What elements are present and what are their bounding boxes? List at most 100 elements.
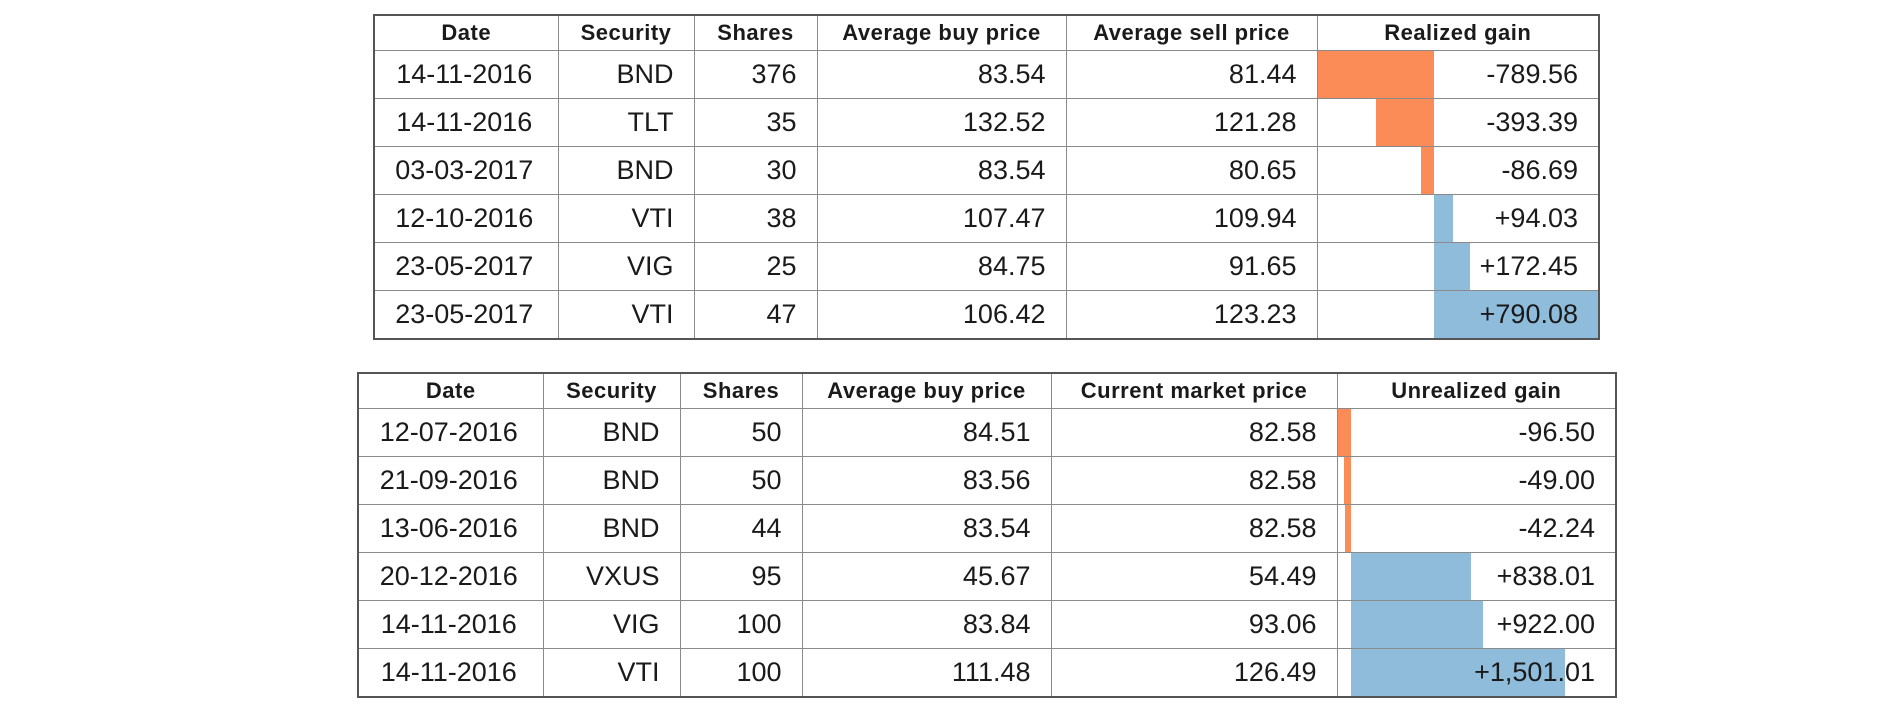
average-buy-price-cell: 111.48 xyxy=(801,648,1052,698)
date-cell: 23-05-2017 xyxy=(373,290,559,340)
unrealized-gains-table: Date Security Shares Average buy price C… xyxy=(357,372,1617,698)
table-row: 12-07-2016 BND 50 84.51 82.58 -96.50 xyxy=(357,408,1617,457)
security-cell: VTI xyxy=(542,648,681,698)
current-market-price-cell: 82.58 xyxy=(1050,408,1338,457)
gain-bar xyxy=(1433,195,1454,242)
gain-value: +922.00 xyxy=(1496,609,1595,639)
date-cell: 23-05-2017 xyxy=(373,242,559,291)
gain-bar xyxy=(1421,147,1434,194)
column-header-realized-gain: Realized gain xyxy=(1316,14,1600,51)
gain-bar xyxy=(1338,409,1352,456)
security-cell: BND xyxy=(557,50,695,99)
gain-bar xyxy=(1345,505,1352,552)
table-row: 21-09-2016 BND 50 83.56 82.58 -49.00 xyxy=(357,456,1617,505)
shares-cell: 38 xyxy=(693,194,818,243)
gain-value: -393.39 xyxy=(1486,107,1578,137)
column-header-average-buy-price: Average buy price xyxy=(801,372,1052,409)
average-sell-price-cell: 91.65 xyxy=(1065,242,1318,291)
average-buy-price-cell: 83.84 xyxy=(801,600,1052,649)
gain-bar xyxy=(1433,291,1598,338)
shares-cell: 25 xyxy=(693,242,818,291)
gain-value: +172.45 xyxy=(1479,251,1578,281)
table-row: 14-11-2016 VTI 100 111.48 126.49 +1,501.… xyxy=(357,648,1617,698)
shares-cell: 35 xyxy=(693,98,818,147)
gain-bar xyxy=(1375,99,1434,146)
average-buy-price-cell: 83.54 xyxy=(801,504,1052,553)
column-header-shares: Shares xyxy=(693,14,818,51)
average-buy-price-cell: 84.51 xyxy=(801,408,1052,457)
security-cell: VIG xyxy=(557,242,695,291)
gain-value: -42.24 xyxy=(1518,513,1595,543)
average-buy-price-cell: 83.54 xyxy=(816,50,1067,99)
table-row: 23-05-2017 VTI 47 106.42 123.23 +790.08 xyxy=(373,290,1600,340)
gain-bar xyxy=(1318,51,1434,98)
average-buy-price-cell: 83.56 xyxy=(801,456,1052,505)
date-cell: 14-11-2016 xyxy=(357,600,544,649)
column-header-average-buy-price: Average buy price xyxy=(816,14,1067,51)
date-cell: 12-10-2016 xyxy=(373,194,559,243)
average-buy-price-cell: 132.52 xyxy=(816,98,1067,147)
average-buy-price-cell: 106.42 xyxy=(816,290,1067,340)
current-market-price-cell: 54.49 xyxy=(1050,552,1338,601)
table-header-row: Date Security Shares Average buy price A… xyxy=(373,14,1600,51)
average-buy-price-cell: 84.75 xyxy=(816,242,1067,291)
column-header-current-market-price: Current market price xyxy=(1050,372,1338,409)
gain-value: -96.50 xyxy=(1518,417,1595,447)
security-cell: BND xyxy=(557,146,695,195)
date-cell: 14-11-2016 xyxy=(357,648,544,698)
unrealized-gain-cell: +838.01 xyxy=(1336,552,1617,601)
current-market-price-cell: 126.49 xyxy=(1050,648,1338,698)
date-cell: 13-06-2016 xyxy=(357,504,544,553)
average-buy-price-cell: 45.67 xyxy=(801,552,1052,601)
shares-cell: 100 xyxy=(679,600,803,649)
security-cell: BND xyxy=(542,408,681,457)
column-header-date: Date xyxy=(373,14,559,51)
gain-value: +1,501.01 xyxy=(1474,657,1595,687)
realized-gain-cell: +94.03 xyxy=(1316,194,1600,243)
date-cell: 21-09-2016 xyxy=(357,456,544,505)
realized-gain-cell: -86.69 xyxy=(1316,146,1600,195)
realized-gain-cell: +172.45 xyxy=(1316,242,1600,291)
table-header-row: Date Security Shares Average buy price C… xyxy=(357,372,1617,409)
current-market-price-cell: 93.06 xyxy=(1050,600,1338,649)
date-cell: 14-11-2016 xyxy=(373,98,559,147)
column-header-average-sell-price: Average sell price xyxy=(1065,14,1318,51)
security-cell: TLT xyxy=(557,98,695,147)
current-market-price-cell: 82.58 xyxy=(1050,456,1338,505)
average-sell-price-cell: 109.94 xyxy=(1065,194,1318,243)
column-header-security: Security xyxy=(557,14,695,51)
date-cell: 14-11-2016 xyxy=(373,50,559,99)
table-row: 13-06-2016 BND 44 83.54 82.58 -42.24 xyxy=(357,504,1617,553)
gain-bar xyxy=(1351,601,1483,648)
security-cell: VTI xyxy=(557,290,695,340)
gain-value: -49.00 xyxy=(1518,465,1595,495)
unrealized-gain-cell: +922.00 xyxy=(1336,600,1617,649)
security-cell: VTI xyxy=(557,194,695,243)
current-market-price-cell: 82.58 xyxy=(1050,504,1338,553)
gain-bar xyxy=(1344,457,1352,504)
average-sell-price-cell: 81.44 xyxy=(1065,50,1318,99)
table-row: 14-11-2016 TLT 35 132.52 121.28 -393.39 xyxy=(373,98,1600,147)
unrealized-gain-cell: -42.24 xyxy=(1336,504,1617,553)
gain-value: +94.03 xyxy=(1494,203,1578,233)
average-buy-price-cell: 83.54 xyxy=(816,146,1067,195)
shares-cell: 50 xyxy=(679,408,803,457)
average-sell-price-cell: 80.65 xyxy=(1065,146,1318,195)
date-cell: 12-07-2016 xyxy=(357,408,544,457)
realized-gain-cell: -393.39 xyxy=(1316,98,1600,147)
average-sell-price-cell: 121.28 xyxy=(1065,98,1318,147)
table-row: 03-03-2017 BND 30 83.54 80.65 -86.69 xyxy=(373,146,1600,195)
average-buy-price-cell: 107.47 xyxy=(816,194,1067,243)
security-cell: BND xyxy=(542,504,681,553)
table-row: 14-11-2016 BND 376 83.54 81.44 -789.56 xyxy=(373,50,1600,99)
date-cell: 20-12-2016 xyxy=(357,552,544,601)
unrealized-gain-cell: -96.50 xyxy=(1336,408,1617,457)
shares-cell: 376 xyxy=(693,50,818,99)
table-row: 12-10-2016 VTI 38 107.47 109.94 +94.03 xyxy=(373,194,1600,243)
shares-cell: 100 xyxy=(679,648,803,698)
unrealized-gain-cell: +1,501.01 xyxy=(1336,648,1617,698)
realized-gains-table: Date Security Shares Average buy price A… xyxy=(373,14,1600,340)
gain-value: +790.08 xyxy=(1479,299,1578,329)
shares-cell: 47 xyxy=(693,290,818,340)
average-sell-price-cell: 123.23 xyxy=(1065,290,1318,340)
